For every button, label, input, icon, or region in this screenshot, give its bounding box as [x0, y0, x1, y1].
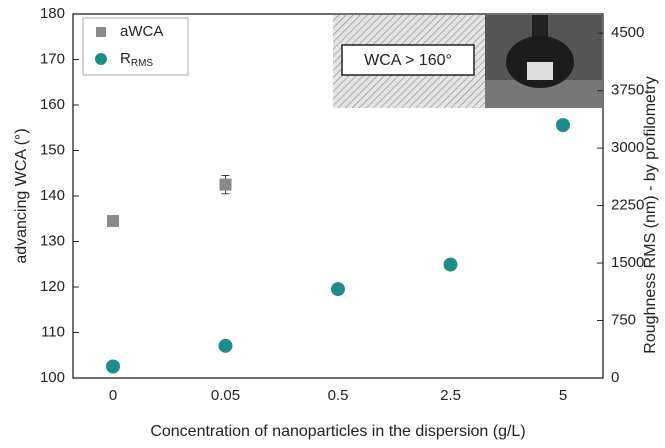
x-tick-label: 5 — [559, 387, 567, 404]
x-tick-label: 0 — [109, 387, 117, 404]
legend-marker — [95, 53, 107, 65]
y2-tick-label: 3750 — [611, 82, 644, 99]
x-tick-label: 2.5 — [440, 387, 461, 404]
y-tick-label: 100 — [40, 369, 65, 386]
y-tick-label: 110 — [41, 323, 65, 340]
y-tick-label: 170 — [40, 50, 65, 67]
legend-name: R — [120, 50, 131, 67]
y-tick-label: 140 — [40, 187, 65, 204]
marker — [218, 338, 233, 353]
annotation: WCA > 160° — [364, 52, 452, 69]
marker — [443, 257, 458, 272]
y-tick-label: 130 — [40, 232, 65, 249]
marker — [107, 215, 119, 228]
y2-tick-label: 4500 — [611, 24, 644, 41]
y2-tick-label: 1500 — [611, 254, 644, 271]
y2-tick-label: 750 — [611, 311, 636, 328]
y2-axis-label: Roughness RMS (nm) - by profilometry — [642, 76, 659, 353]
legend-label: RRMS — [120, 50, 153, 69]
y-tick-label: 150 — [40, 141, 65, 158]
y-tick-label: 180 — [40, 5, 65, 22]
y2-tick-label: 2250 — [611, 197, 644, 214]
x-tick-label: 0.05 — [211, 387, 240, 404]
y-axis-label: advancing WCA (°) — [13, 128, 30, 263]
legend-marker — [96, 27, 106, 37]
y2-tick-label: 0 — [611, 369, 619, 386]
x-tick-label: 0.5 — [328, 387, 349, 404]
legend-subscript: RMS — [131, 58, 154, 69]
y-tick-label: 160 — [40, 96, 65, 113]
marker — [331, 282, 345, 297]
marker — [219, 178, 232, 191]
legend-name: aWCA — [120, 23, 163, 40]
marker — [106, 359, 120, 374]
marker — [556, 118, 570, 133]
legend-label: aWCA — [120, 23, 163, 40]
inset-image — [333, 15, 602, 108]
y-tick-label: 120 — [40, 278, 65, 295]
x-axis-label: Concentration of nanoparticles in the di… — [150, 423, 525, 440]
y2-tick-label: 3000 — [611, 139, 644, 156]
